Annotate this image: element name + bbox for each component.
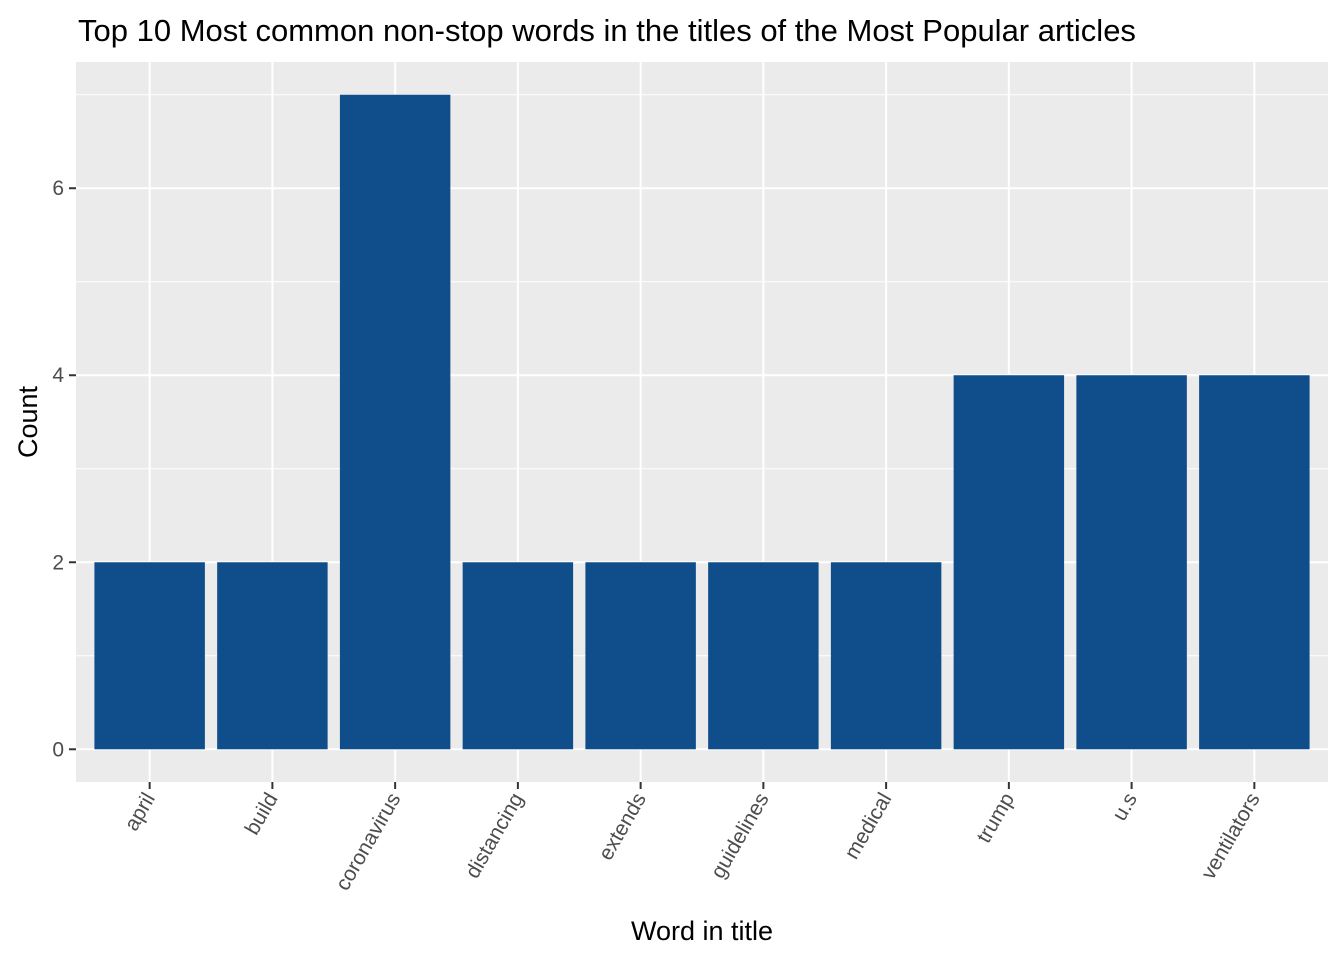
y-tick-label: 0	[52, 738, 64, 761]
x-tick-label: u.s	[1108, 789, 1142, 825]
x-tick-label: medical	[840, 789, 896, 863]
bars	[94, 94, 1310, 750]
y-tick-label: 4	[52, 364, 64, 387]
x-tick-label: guidelines	[706, 789, 773, 882]
x-tick-label: extends	[594, 789, 651, 864]
bar-ventilators	[1199, 375, 1310, 750]
y-axis: 0 2 4 6	[52, 177, 76, 761]
bar-coronavirus	[339, 94, 451, 750]
bar-april	[94, 562, 205, 750]
bar-guidelines	[708, 562, 819, 750]
x-tick-label: coronavirus	[331, 789, 405, 895]
y-tick-label: 2	[52, 551, 64, 574]
y-axis-title: Count	[13, 385, 43, 458]
x-tick-label: trump	[972, 789, 1019, 847]
x-tick-label: ventilators	[1197, 789, 1265, 883]
x-tick-label: april	[120, 789, 160, 835]
x-tick-label: build	[241, 789, 283, 839]
x-tick-label: distancing	[461, 789, 528, 882]
x-axis-title: Word in title	[631, 916, 773, 946]
bar-u-s	[1076, 375, 1187, 750]
bar-build	[217, 562, 328, 750]
y-tick-label: 6	[52, 177, 64, 200]
bar-medical	[830, 562, 942, 750]
x-axis: april build coronavirus distancing extends gu…	[120, 782, 1265, 895]
bar-extends	[585, 562, 696, 750]
bar-trump	[953, 375, 1065, 750]
bar-distancing	[462, 562, 574, 750]
chart-title: Top 10 Most common non-stop words in the…	[78, 13, 1136, 48]
